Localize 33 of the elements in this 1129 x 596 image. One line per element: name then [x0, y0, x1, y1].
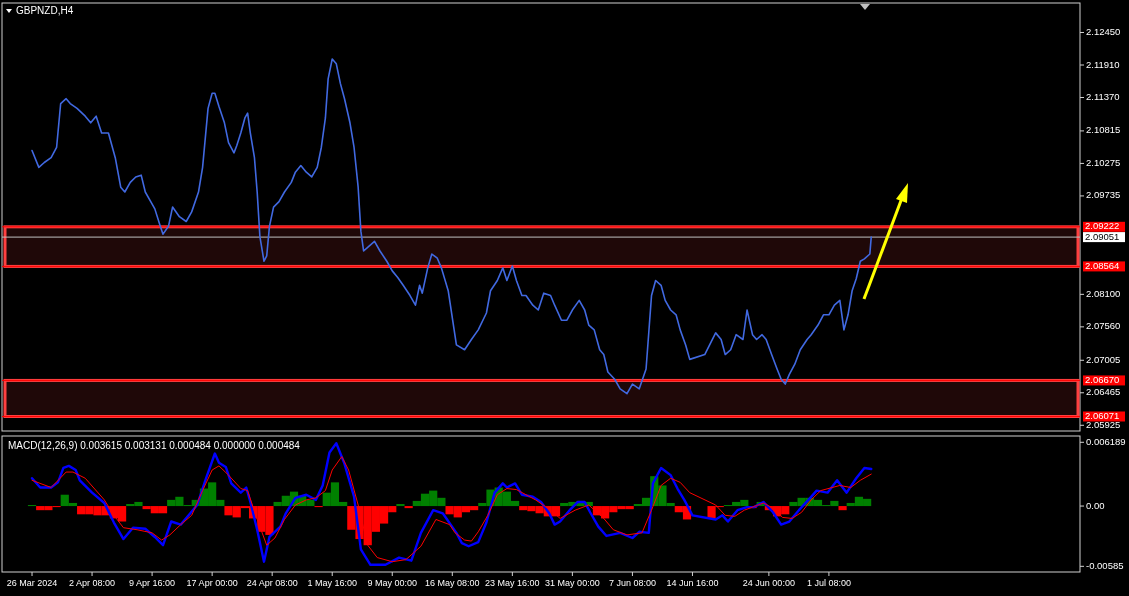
x-tick-label: 9 Apr 16:00: [129, 578, 176, 588]
y-tick-label: 2.10275: [1086, 156, 1121, 168]
chart-title: GBPNZD,H4: [16, 5, 74, 16]
x-tick-label: 9 May 00:00: [367, 578, 418, 588]
ref-line-label: 2.08564: [1085, 259, 1120, 271]
x-tick-label: 1 Jul 08:00: [806, 578, 851, 588]
x-tick-label: 16 May 08:00: [425, 578, 480, 588]
x-tick-label: 31 May 00:00: [545, 578, 600, 588]
y-tick-label: 2.09735: [1086, 189, 1121, 201]
x-tick-label: 7 Jun 08:00: [608, 578, 656, 588]
ref-line-label: 2.09222: [1085, 220, 1120, 232]
y-tick-label: 0.00: [1086, 499, 1105, 511]
y-tick-label: 2.11370: [1086, 91, 1120, 103]
chart-title: MACD(12,26,9) 0.003615 0.003131 0.000484 0.000000 0.000484: [8, 440, 301, 451]
y-tick-label: 2.11910: [1086, 58, 1120, 70]
ref-line-label: 2.09051: [1085, 230, 1120, 242]
y-tick-label: 2.08100: [1086, 287, 1121, 299]
y-tick-label: 2.12450: [1086, 26, 1121, 38]
x-tick-label: 23 May 16:00: [485, 578, 540, 588]
y-tick-label: 2.06465: [1086, 386, 1121, 398]
x-tick-label: 24 Jun 00:00: [742, 578, 795, 588]
y-tick-label: 2.07560: [1086, 320, 1121, 332]
x-tick-label: 26 Mar 2024: [6, 578, 58, 588]
y-tick-label: 2.07005: [1086, 353, 1121, 365]
ref-line-label: 2.06670: [1085, 373, 1120, 385]
y-tick-label: 0.006189: [1086, 435, 1126, 447]
y-tick-label: 2.10815: [1086, 124, 1121, 136]
x-tick-label: 14 Jun 16:00: [666, 578, 719, 588]
x-tick-label: 17 Apr 00:00: [186, 578, 238, 588]
x-tick-label: 2 Apr 08:00: [69, 578, 116, 588]
y-tick-label: -0.00585: [1086, 559, 1124, 571]
x-tick-label: 1 May 16:00: [307, 578, 357, 588]
x-tick-label: 24 Apr 08:00: [246, 578, 298, 588]
